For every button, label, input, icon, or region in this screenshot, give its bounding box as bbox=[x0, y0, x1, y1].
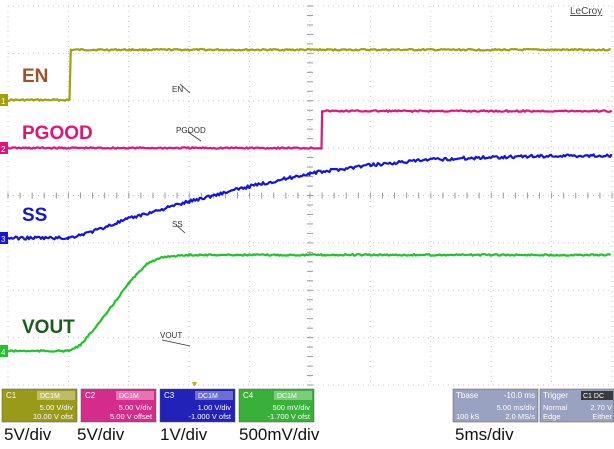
timebase-label: Tbase bbox=[456, 391, 479, 400]
trigger-mode: Normal bbox=[543, 403, 568, 412]
footer-c3-scale: 1V/div bbox=[160, 425, 208, 444]
volts-per-div: 5.00 V/div bbox=[40, 403, 74, 412]
trace-annotation-pgood: PGOOD bbox=[176, 126, 206, 135]
trigger-label: Trigger bbox=[543, 391, 568, 400]
annotation-leader bbox=[175, 224, 186, 234]
series-label-en: EN bbox=[22, 66, 48, 87]
footer-c4-scale: 500mV/div bbox=[239, 425, 320, 444]
trigger-type: Edge bbox=[543, 412, 561, 421]
series-label-pgood: PGOOD bbox=[22, 123, 93, 144]
traces: 1 EN EN 2 PGOOD PGOOD 3 SS SS 4 VOUT VOUT bbox=[0, 47, 613, 387]
coupling-badge bbox=[195, 391, 233, 400]
coupling-badge bbox=[37, 391, 75, 400]
channel-marker-number: 3 bbox=[1, 235, 6, 244]
annotation-leader bbox=[161, 339, 191, 347]
volts-per-div: 1.00 V/div bbox=[198, 403, 232, 412]
coupling-badge bbox=[116, 391, 154, 400]
channel-id: C1 bbox=[6, 391, 17, 400]
series-label-ss: SS bbox=[22, 205, 47, 226]
timebase-samples: 100 kS bbox=[456, 412, 479, 421]
timebase-rate: 2.0 MS/s bbox=[505, 412, 535, 421]
brand-logo: LeCroy bbox=[570, 6, 602, 17]
channel-box-c1[interactable] bbox=[1, 388, 78, 423]
footer-c2-scale: 5V/div bbox=[77, 425, 125, 444]
coupling-text: DC1M bbox=[40, 393, 60, 400]
trigger-position-marker bbox=[192, 382, 197, 387]
coupling-text: DC1M bbox=[119, 393, 139, 400]
annotation-leader bbox=[179, 83, 191, 94]
trace-annotation-en: EN bbox=[172, 85, 183, 94]
timebase-box[interactable] bbox=[452, 388, 539, 423]
channel-box-c3[interactable] bbox=[159, 388, 236, 423]
trigger-channel: C1 DC bbox=[583, 393, 604, 400]
coupling-badge bbox=[274, 391, 312, 400]
trace-en bbox=[7, 47, 611, 102]
trace-ss bbox=[7, 153, 613, 241]
volts-per-div: 500 mV/div bbox=[272, 403, 310, 412]
channel-marker-ss bbox=[0, 232, 8, 244]
trace-pgood bbox=[7, 109, 613, 150]
trigger-level: 2.70 V bbox=[590, 403, 612, 412]
channel-marker-vout bbox=[0, 345, 8, 357]
trigger-channel-badge bbox=[581, 391, 613, 400]
coupling-text: DC1M bbox=[198, 393, 218, 400]
footer-time-scale: 5ms/div bbox=[455, 425, 514, 444]
timebase-delay: -10.0 ms bbox=[504, 391, 535, 400]
graticule bbox=[7, 5, 613, 386]
channel-box-c2[interactable] bbox=[80, 388, 157, 423]
trace-annotation-vout: VOUT bbox=[160, 331, 182, 340]
channel-id: C4 bbox=[243, 391, 254, 400]
offset-value: 5.00 V offset bbox=[110, 412, 153, 421]
offset-value: -1.000 V ofst bbox=[188, 412, 231, 421]
channel-marker-number: 2 bbox=[1, 145, 6, 154]
trace-vout bbox=[7, 253, 611, 353]
plot-background bbox=[0, 0, 614, 386]
trace-annotation-ss: SS bbox=[172, 220, 183, 229]
trigger-slope: Either bbox=[592, 412, 612, 421]
offset-value: 10.00 V ofst bbox=[33, 412, 74, 421]
channel-marker-en bbox=[0, 94, 8, 106]
timebase-per-div: 5.00 ms/div bbox=[497, 403, 536, 412]
channel-id: C3 bbox=[164, 391, 175, 400]
footer-c1-scale: 5V/div bbox=[4, 425, 52, 444]
channel-marker-pgood bbox=[0, 142, 8, 154]
channel-box-c4[interactable] bbox=[238, 388, 315, 423]
channel-id: C2 bbox=[85, 391, 96, 400]
channel-marker-number: 4 bbox=[1, 348, 6, 357]
channel-marker-number: 1 bbox=[1, 97, 6, 106]
series-label-vout: VOUT bbox=[22, 317, 75, 338]
annotation-leader bbox=[187, 131, 202, 142]
offset-value: -1.700 V ofst bbox=[267, 412, 310, 421]
volts-per-div: 5.00 V/div bbox=[119, 403, 153, 412]
coupling-text: DC1M bbox=[277, 393, 297, 400]
